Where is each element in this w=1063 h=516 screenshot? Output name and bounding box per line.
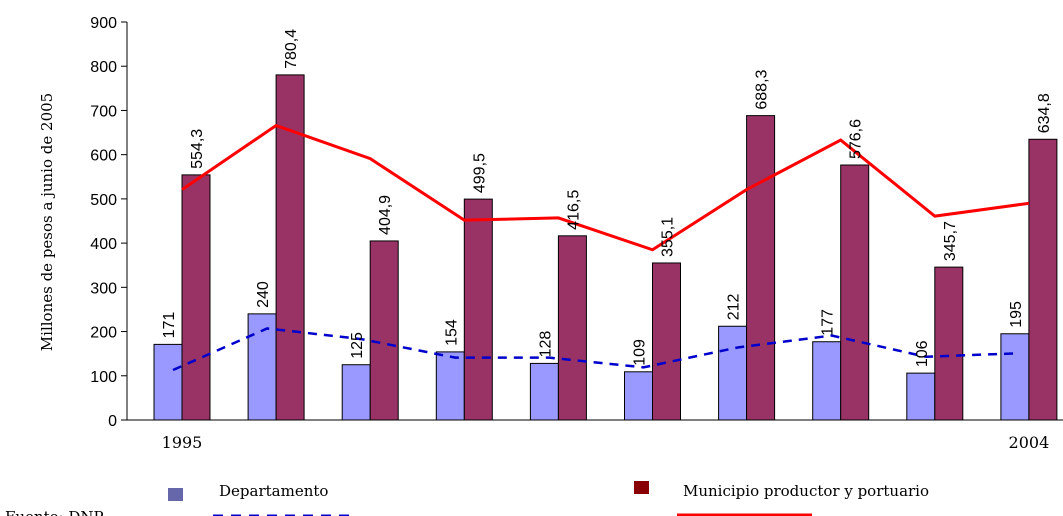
bar-municipio — [840, 164, 870, 421]
y-ticks: 0 100 200 300 400 500 600 700 800 900 — [90, 15, 127, 430]
bars — [153, 74, 1058, 421]
y-tick-label: 200 — [90, 325, 117, 342]
bar-departamento — [812, 341, 842, 421]
legend: Departamento Municipio productor y portu… — [168, 481, 929, 516]
y-tick-label: 500 — [90, 192, 117, 209]
bar-municipio — [369, 240, 399, 421]
y-tick-label: 600 — [90, 148, 117, 165]
data-label-departamento: 106 — [914, 340, 931, 367]
data-label-municipio: 416,5 — [565, 190, 582, 230]
data-label-municipio: 634,8 — [1036, 93, 1053, 133]
x-tick-label: 1995 — [162, 433, 203, 452]
legend-label-departamento: Departamento — [219, 482, 328, 500]
y-tick-label: 100 — [90, 369, 117, 386]
data-label-departamento: 128 — [537, 331, 554, 358]
data-labels: 171 240 125 154 128 109 212 177 106 195 554,3 780,4… — [161, 29, 1053, 367]
bar-municipio — [934, 266, 964, 421]
legend-label-municipio: Municipio productor y portuario — [683, 482, 929, 500]
data-label-departamento: 109 — [632, 339, 649, 366]
y-axis-label: Millones de pesos a junio de 2005 — [38, 93, 56, 351]
data-label-departamento: 171 — [161, 312, 178, 339]
y-tick-label: 400 — [90, 236, 117, 253]
y-tick-label: 900 — [90, 15, 117, 32]
bar-departamento — [624, 371, 653, 421]
bar-departamento — [718, 325, 748, 421]
data-label-departamento: 195 — [1008, 301, 1025, 328]
data-label-municipio: 576,6 — [848, 119, 865, 159]
data-label-departamento: 125 — [349, 332, 366, 359]
bar-municipio — [652, 262, 681, 421]
legend-swatch-municipio — [634, 481, 649, 494]
trend-line-municipio — [181, 123, 1030, 252]
bar-departamento — [153, 343, 183, 421]
y-tick-label: 300 — [90, 280, 117, 297]
y-tick-label: 700 — [90, 103, 117, 120]
bar-municipio — [1028, 138, 1058, 421]
trend-lines — [172, 123, 1030, 372]
data-label-departamento: 212 — [726, 293, 743, 320]
data-label-departamento: 177 — [820, 309, 837, 336]
data-label-municipio: 688,3 — [754, 69, 771, 109]
data-label-departamento: 154 — [443, 319, 460, 346]
data-label-municipio: 780,4 — [283, 29, 300, 69]
data-label-municipio: 554,3 — [189, 129, 206, 169]
bar-departamento — [529, 362, 559, 421]
y-tick-label: 800 — [90, 59, 117, 76]
bar-departamento — [435, 351, 465, 421]
source-note: Fuente: DNP — [5, 508, 104, 516]
data-label-municipio: 404,9 — [377, 195, 394, 235]
bar-municipio — [746, 115, 776, 421]
bar-municipio — [463, 198, 493, 421]
data-label-municipio: 499,5 — [471, 153, 488, 193]
bar-municipio — [181, 174, 211, 421]
y-tick-label: 0 — [108, 413, 117, 430]
trend-line-departamento — [172, 327, 1020, 372]
x-tick-labels: 1995 2004 — [162, 433, 1050, 452]
data-label-municipio: 345,7 — [942, 221, 959, 261]
legend-swatch-departamento — [168, 488, 183, 501]
data-label-departamento: 240 — [255, 281, 272, 308]
bar-municipio — [557, 235, 587, 421]
bar-departamento — [341, 364, 371, 421]
data-label-municipio: 355,1 — [660, 217, 677, 257]
x-tick-label: 2004 — [1009, 433, 1050, 452]
bar-departamento — [906, 372, 936, 421]
bar-departamento — [1000, 333, 1030, 421]
